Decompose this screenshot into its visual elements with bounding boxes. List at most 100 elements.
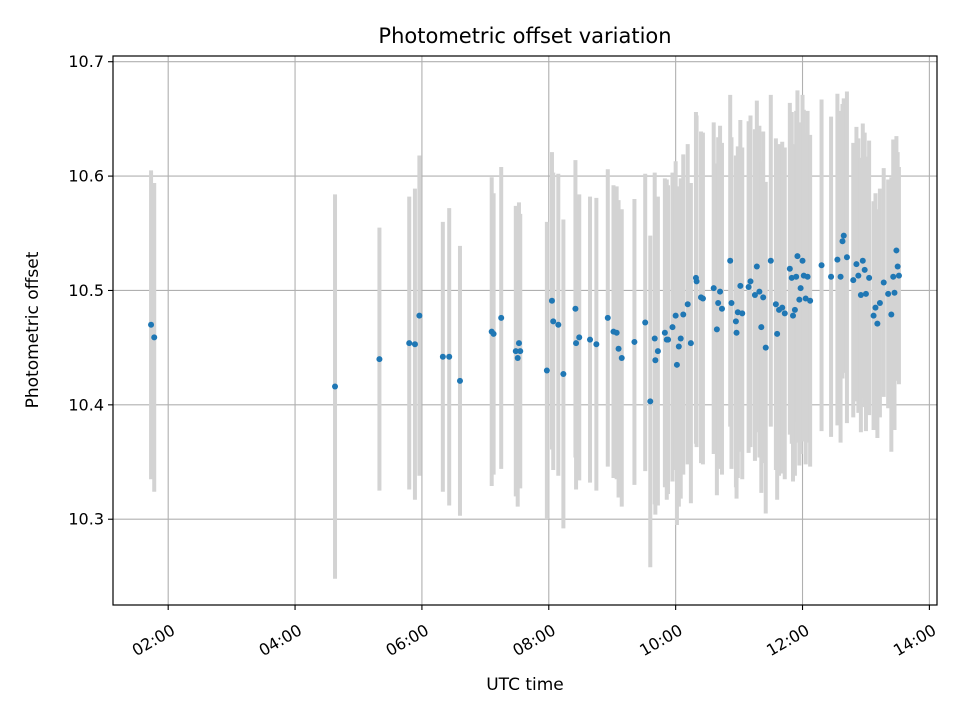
data-point — [693, 278, 700, 285]
y-tick-label: 10.7 — [68, 52, 104, 71]
data-point — [732, 318, 739, 325]
y-tick-label: 10.4 — [68, 395, 104, 414]
data-point — [654, 348, 661, 355]
data-point — [642, 319, 649, 326]
data-point — [652, 357, 659, 364]
data-point — [872, 304, 879, 311]
data-point — [747, 278, 754, 285]
data-point — [514, 354, 521, 361]
data-point — [880, 279, 887, 286]
y-tick-label: 10.3 — [68, 510, 104, 529]
data-point — [548, 297, 555, 304]
data-point — [818, 262, 825, 269]
data-point — [804, 273, 811, 280]
data-point — [870, 312, 877, 319]
data-point — [715, 300, 722, 307]
data-point — [850, 277, 857, 284]
data-point — [855, 272, 862, 279]
y-tick-label: 10.5 — [68, 281, 104, 300]
data-point — [853, 261, 860, 268]
data-point — [332, 383, 339, 390]
data-point — [498, 314, 505, 321]
data-point — [728, 300, 735, 307]
data-point — [876, 300, 883, 307]
data-point — [587, 336, 594, 343]
data-point — [148, 321, 155, 328]
data-point — [647, 398, 654, 405]
data-point — [560, 370, 567, 377]
data-points — [148, 232, 902, 405]
data-point — [672, 312, 679, 319]
data-point — [859, 257, 866, 264]
data-point — [753, 263, 760, 270]
data-point — [779, 304, 786, 311]
data-point — [406, 340, 413, 347]
data-point — [760, 294, 767, 301]
data-point — [684, 301, 691, 308]
data-point — [550, 318, 557, 325]
data-point — [661, 329, 668, 336]
plot-area — [113, 56, 937, 605]
data-point — [673, 361, 680, 368]
data-point — [515, 340, 522, 347]
data-point — [758, 324, 765, 331]
data-point — [874, 320, 881, 327]
data-point — [543, 367, 550, 374]
plot-frame — [112, 55, 938, 606]
data-point — [699, 295, 706, 302]
data-point — [572, 305, 579, 312]
data-point — [517, 348, 524, 355]
data-point — [796, 296, 803, 303]
data-point — [890, 273, 897, 280]
data-point — [791, 306, 798, 313]
y-axis-ticks: 10.3 10.4 10.5 10.6 10.7 — [68, 52, 113, 529]
data-point — [739, 310, 746, 317]
data-point — [615, 345, 622, 352]
data-point — [839, 238, 846, 245]
data-point — [828, 273, 835, 280]
data-point — [893, 247, 900, 254]
data-point — [790, 312, 797, 319]
data-point — [446, 353, 453, 360]
data-point — [631, 338, 638, 345]
data-point — [797, 285, 804, 292]
data-point — [756, 288, 763, 295]
data-point — [895, 272, 902, 279]
data-point — [439, 353, 446, 360]
data-point — [618, 354, 625, 361]
data-point — [727, 257, 734, 264]
data-point — [802, 295, 809, 302]
data-point — [894, 263, 901, 270]
data-point — [717, 288, 724, 295]
data-point — [376, 356, 383, 363]
data-point — [885, 290, 892, 297]
chart-title: Photometric offset variation — [378, 24, 671, 48]
data-point — [866, 274, 873, 281]
data-point — [456, 377, 463, 384]
data-point — [604, 314, 611, 321]
data-point — [613, 329, 620, 336]
data-point — [593, 341, 600, 348]
y-tick-label: 10.6 — [68, 167, 104, 186]
data-point — [762, 344, 769, 351]
data-point — [767, 257, 774, 264]
data-point — [751, 292, 758, 299]
data-point — [675, 343, 682, 350]
data-point — [573, 340, 580, 347]
data-point — [781, 310, 788, 317]
data-point — [834, 256, 841, 263]
data-point — [718, 305, 725, 312]
data-point — [651, 335, 658, 342]
data-point — [680, 311, 687, 318]
data-point — [416, 312, 423, 319]
data-point — [807, 297, 814, 304]
data-point — [576, 334, 583, 341]
y-axis-label: Photometric offset — [23, 251, 43, 408]
data-point — [837, 273, 844, 280]
data-point — [555, 321, 562, 328]
data-point — [861, 266, 868, 273]
data-point — [490, 330, 497, 337]
data-point — [669, 324, 676, 331]
data-point — [151, 334, 158, 341]
